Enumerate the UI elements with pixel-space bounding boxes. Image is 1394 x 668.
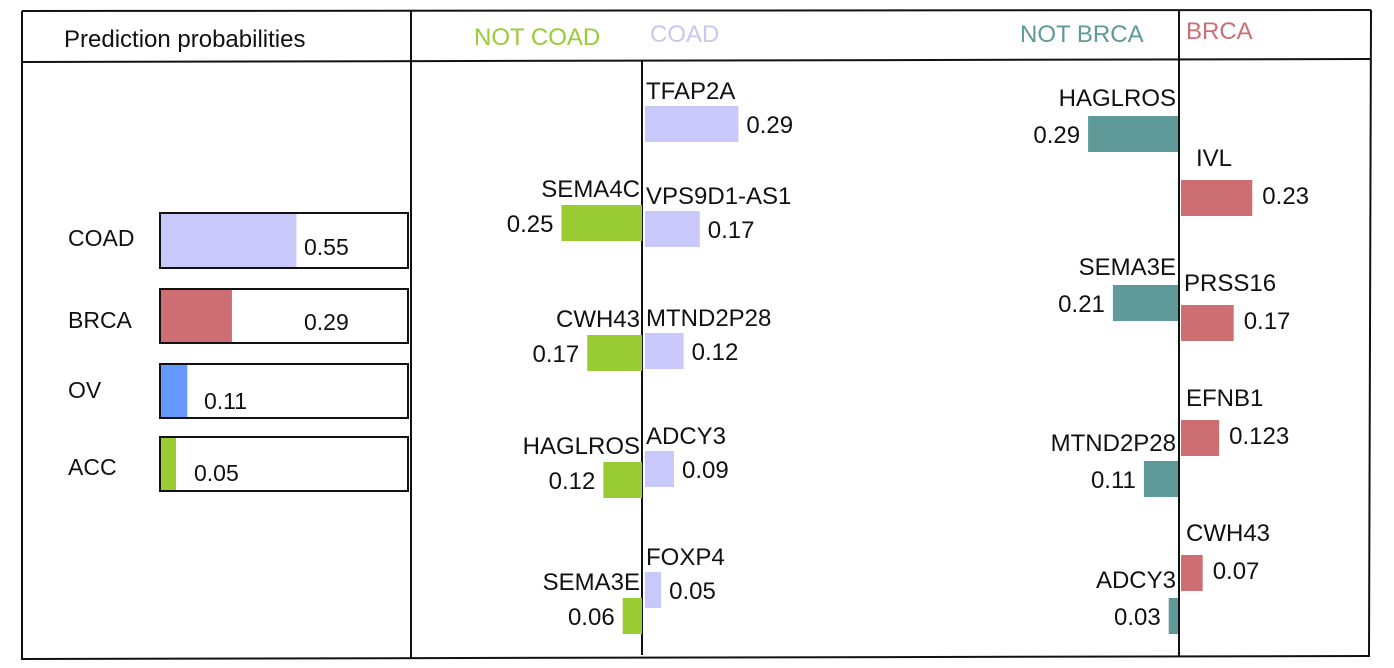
not-coad-bar-haglros bbox=[603, 462, 642, 498]
brca-value-prss16: 0.17 bbox=[1244, 308, 1291, 335]
prob-bar-brca bbox=[160, 289, 232, 343]
not-brca-header: NOT BRCA bbox=[1020, 21, 1144, 48]
coad-value-foxp4: 0.05 bbox=[669, 578, 716, 605]
prob-value-brca: 0.29 bbox=[304, 309, 349, 335]
prob-value-ov: 0.11 bbox=[204, 388, 247, 414]
brca-value-efnb1: 0.123 bbox=[1229, 423, 1289, 450]
coad-value-adcy3: 0.09 bbox=[682, 457, 729, 484]
prob-bar-coad bbox=[160, 213, 297, 268]
frame-right-line bbox=[1368, 9, 1372, 658]
frame-top-line bbox=[21, 9, 1372, 12]
prob-value-acc: 0.05 bbox=[194, 460, 239, 486]
brca-bar-cwh43 bbox=[1181, 555, 1203, 591]
frame-lines bbox=[21, 9, 1372, 660]
prob-label-ov: OV bbox=[68, 377, 102, 403]
brca-value-cwh43: 0.07 bbox=[1213, 558, 1260, 585]
coad-label-mtnd2p28: MTND2P28 bbox=[646, 305, 771, 332]
not-brca-bar-mtnd2p28 bbox=[1143, 461, 1178, 497]
coad-bar-mtnd2p28 bbox=[645, 333, 684, 369]
not-brca-bar-haglros bbox=[1088, 116, 1178, 152]
not-coad-bar-sema4c bbox=[561, 205, 642, 241]
prob-label-brca: BRCA bbox=[68, 307, 133, 333]
not-coad-label-haglros: HAGLROS bbox=[523, 433, 640, 460]
prob-box-brca bbox=[159, 288, 409, 344]
coad-bar-vps9d1-as1 bbox=[645, 211, 700, 247]
not-brca-bar-sema3e bbox=[1112, 285, 1178, 321]
prob-label-coad: COAD bbox=[68, 225, 134, 251]
brca-label-cwh43: CWH43 bbox=[1186, 520, 1270, 547]
not-coad-bar-cwh43 bbox=[587, 335, 642, 371]
coad-label-foxp4: FOXP4 bbox=[646, 544, 725, 571]
coad-value-tfap2a: 0.29 bbox=[746, 112, 793, 139]
brca-bar-prss16 bbox=[1181, 305, 1234, 341]
brca-label-ivl: IVL bbox=[1196, 145, 1232, 172]
not-brca-label-mtnd2p28: MTND2P28 bbox=[1051, 430, 1176, 457]
brca-value-ivl: 0.23 bbox=[1262, 183, 1309, 210]
coad-value-vps9d1-as1: 0.17 bbox=[708, 217, 755, 244]
not-brca-label-adcy3: ADCY3 bbox=[1096, 567, 1176, 594]
not-coad-label-cwh43: CWH43 bbox=[556, 306, 640, 333]
prob-bar-ov bbox=[160, 364, 188, 418]
not-brca-value-mtnd2p28: 0.11 bbox=[1091, 467, 1136, 494]
prob-label-acc: ACC bbox=[68, 454, 117, 480]
coad-bar-adcy3 bbox=[645, 451, 674, 487]
not-brca-value-haglros: 0.29 bbox=[1033, 122, 1080, 149]
not-brca-label-sema3e: SEMA3E bbox=[1079, 254, 1176, 281]
coad-bar-foxp4 bbox=[645, 572, 662, 608]
coad-label-tfap2a: TFAP2A bbox=[646, 78, 735, 105]
brca-header: BRCA bbox=[1186, 18, 1253, 45]
prob-panel-title: Prediction probabilities bbox=[64, 26, 305, 53]
prob-box-coad bbox=[159, 212, 409, 269]
not-coad-value-haglros: 0.12 bbox=[549, 468, 596, 495]
brca-bar-ivl bbox=[1181, 180, 1253, 216]
coad-value-mtnd2p28: 0.12 bbox=[692, 339, 739, 366]
brca-bar-efnb1 bbox=[1181, 420, 1220, 456]
not-coad-value-cwh43: 0.17 bbox=[533, 341, 580, 368]
brca-label-prss16: PRSS16 bbox=[1184, 270, 1276, 297]
coad-label-adcy3: ADCY3 bbox=[646, 423, 726, 450]
coad-bar-tfap2a bbox=[645, 106, 739, 142]
not-coad-label-sema3e: SEMA3E bbox=[543, 569, 640, 596]
not-coad-header: NOT COAD bbox=[474, 24, 600, 51]
frame-bottom-line bbox=[21, 655, 1369, 660]
prob-box-acc bbox=[159, 436, 409, 492]
not-coad-bar-sema3e bbox=[622, 598, 642, 634]
coad-label-vps9d1-as1: VPS9D1-AS1 bbox=[646, 183, 791, 210]
not-brca-bar-adcy3 bbox=[1168, 598, 1178, 634]
not-brca-value-adcy3: 0.03 bbox=[1114, 604, 1161, 631]
prob-value-coad: 0.55 bbox=[304, 234, 349, 260]
not-coad-label-sema4c: SEMA4C bbox=[541, 176, 640, 203]
prob-box-ov bbox=[159, 363, 409, 419]
chart-marks: COAD 0.55 BRCA 0.29 OV 0.11 ACC 0.05 SEMA4C 0.25 C… bbox=[68, 60, 1309, 655]
not-coad-value-sema4c: 0.25 bbox=[507, 211, 554, 238]
frame-header-line bbox=[21, 58, 1372, 63]
coad-header: COAD bbox=[650, 21, 719, 48]
not-brca-value-sema3e: 0.21 bbox=[1058, 291, 1105, 318]
brca-label-efnb1: EFNB1 bbox=[1186, 385, 1263, 412]
prob-bar-acc bbox=[160, 437, 176, 491]
not-brca-label-haglros: HAGLROS bbox=[1059, 85, 1176, 112]
not-coad-value-sema3e: 0.06 bbox=[568, 604, 615, 631]
